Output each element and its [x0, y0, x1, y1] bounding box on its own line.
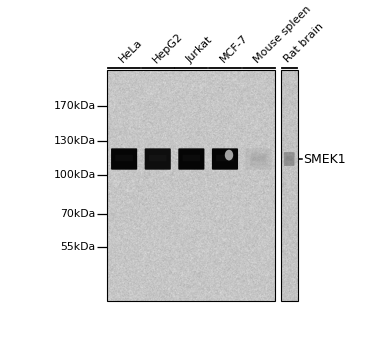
- Text: 100kDa: 100kDa: [53, 170, 96, 180]
- FancyBboxPatch shape: [115, 155, 133, 161]
- FancyBboxPatch shape: [212, 148, 238, 170]
- Text: HepG2: HepG2: [151, 31, 184, 65]
- FancyBboxPatch shape: [178, 148, 204, 170]
- Text: HeLa: HeLa: [117, 38, 144, 65]
- FancyBboxPatch shape: [246, 148, 272, 170]
- FancyBboxPatch shape: [286, 156, 293, 161]
- Text: MCF-7: MCF-7: [218, 33, 249, 65]
- Text: 70kDa: 70kDa: [60, 209, 96, 219]
- FancyBboxPatch shape: [183, 155, 200, 161]
- Text: 130kDa: 130kDa: [53, 135, 96, 146]
- FancyBboxPatch shape: [149, 155, 166, 161]
- Ellipse shape: [225, 150, 233, 161]
- Text: 55kDa: 55kDa: [60, 241, 96, 252]
- Text: Jurkat: Jurkat: [184, 35, 214, 65]
- Text: SMEK1: SMEK1: [303, 153, 345, 166]
- FancyBboxPatch shape: [145, 148, 171, 170]
- Text: Rat brain: Rat brain: [282, 22, 325, 65]
- Bar: [281, 70, 297, 301]
- FancyBboxPatch shape: [216, 155, 234, 161]
- Text: Mouse spleen: Mouse spleen: [251, 4, 313, 65]
- FancyBboxPatch shape: [251, 153, 266, 166]
- FancyBboxPatch shape: [111, 148, 137, 170]
- FancyBboxPatch shape: [284, 152, 294, 166]
- Text: 170kDa: 170kDa: [53, 101, 96, 111]
- Bar: [107, 70, 276, 301]
